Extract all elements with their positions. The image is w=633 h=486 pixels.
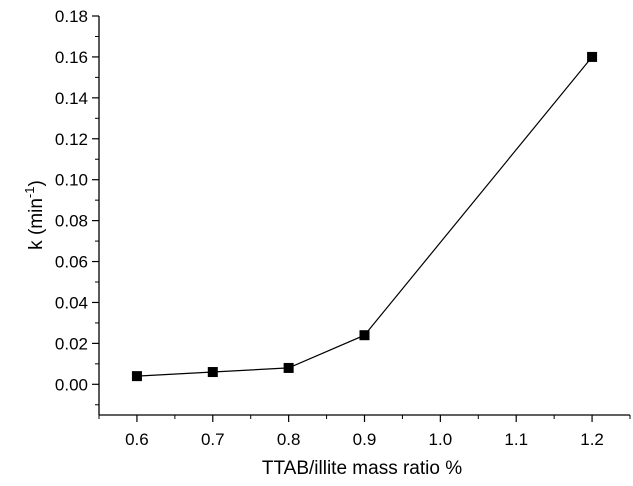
tick-labels: 0.00 0.02 0.04 0.06 0.08 0.10 0.12 0.14 0.16 0.18…	[55, 7, 604, 449]
data-point	[131, 371, 142, 382]
y-tick-label: 0.18	[55, 7, 88, 26]
y-axis-title-close: )	[26, 180, 47, 186]
y-tick-label: 0.12	[55, 130, 88, 149]
y-axis-title-main: k (min	[26, 198, 47, 250]
y-tick-label: 0.10	[55, 171, 88, 190]
x-tick-label: 0.9	[353, 430, 377, 449]
y-axis-title: k (min-1)	[22, 180, 47, 250]
y-tick-label: 0.06	[55, 253, 88, 272]
y-tick-label: 0.00	[55, 375, 88, 394]
x-tick-label: 0.7	[201, 430, 225, 449]
ticks	[92, 15, 631, 422]
data-point	[283, 362, 294, 373]
series	[131, 51, 598, 382]
axes	[98, 16, 630, 416]
x-tick-label: 0.6	[125, 430, 149, 449]
y-axis-title-superscript: -1	[22, 187, 37, 199]
x-tick-label: 1.2	[580, 430, 604, 449]
x-axis-title: TTAB/illite mass ratio %	[262, 458, 462, 479]
data-point	[587, 51, 598, 62]
data-point	[359, 330, 370, 341]
y-tick-label: 0.04	[55, 293, 88, 312]
series-line	[136, 56, 593, 377]
x-tick-label: 1.1	[504, 430, 528, 449]
x-tick-label: 1.0	[429, 430, 453, 449]
x-tick-label: 0.8	[277, 430, 301, 449]
y-tick-label: 0.14	[55, 89, 88, 108]
data-point	[207, 367, 218, 378]
y-tick-label: 0.16	[55, 48, 88, 67]
y-tick-label: 0.02	[55, 334, 88, 353]
y-tick-label: 0.08	[55, 212, 88, 231]
